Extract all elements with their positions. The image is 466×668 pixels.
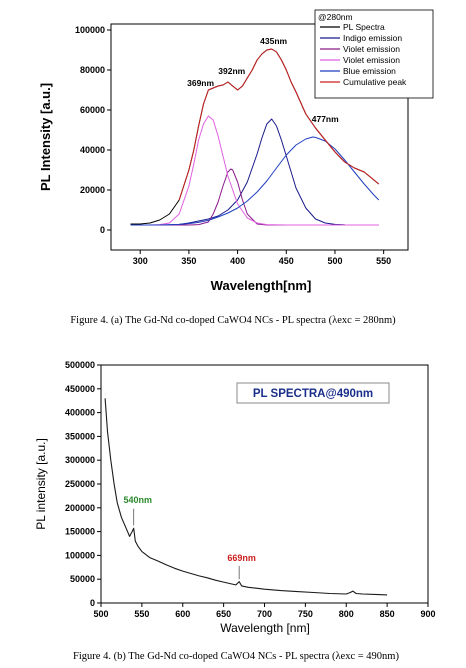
x-tick-label: 850 (380, 609, 395, 619)
chart-a-legend-title: @280nm (318, 12, 353, 22)
x-tick-label: 750 (298, 609, 313, 619)
y-tick-label: 40000 (80, 145, 105, 155)
y-tick-label: 500000 (65, 360, 95, 370)
chart-b-title-box: PL SPECTRA@490nm (236, 382, 390, 404)
series-line (178, 48, 380, 201)
y-tick-label: 50000 (70, 574, 95, 584)
peak-label: 669nm (227, 553, 256, 563)
x-tick-label: 800 (339, 609, 354, 619)
y-tick-label: 400000 (65, 408, 95, 418)
x-tick-label: 500 (327, 256, 342, 266)
peak-label: 435nm (260, 36, 287, 46)
caption-a: Figure 4. (a) The Gd-Nd co-doped CaWO4 N… (70, 315, 396, 326)
x-tick-label: 650 (216, 609, 231, 619)
chart-b-box-label: PL SPECTRA@490nm (253, 388, 373, 400)
chart-a-x-axis: 300 350 400 450 500 550 (133, 250, 391, 266)
chart-b: 0 50000 100000 150000 200000 250000 300000 3500… (34, 360, 436, 635)
legend-entry: Cumulative peak (343, 77, 407, 87)
y-tick-label: 450000 (65, 384, 95, 394)
y-tick-label: 60000 (80, 105, 105, 115)
y-tick-label: 0 (90, 598, 95, 608)
y-tick-label: 100000 (65, 550, 95, 560)
x-tick-label: 500 (93, 609, 108, 619)
x-tick-label: 900 (420, 609, 435, 619)
chart-a-y-label: PL Intensity [a.u.] (38, 83, 53, 191)
legend-entry: Blue emission (343, 66, 396, 76)
chart-a: 0 20000 40000 60000 80000 100000 300 350 400 450… (38, 9, 434, 293)
y-tick-label: 300000 (65, 455, 95, 465)
caption-b: Figure 4. (b) The Gd-Nd co-doped CaWO4 N… (73, 651, 399, 662)
x-tick-label: 450 (279, 256, 294, 266)
legend-entry: Violet emission (343, 55, 400, 65)
y-tick-label: 350000 (65, 431, 95, 441)
chart-a-legend-box (314, 9, 434, 99)
legend-entry: Violet emission (343, 44, 400, 54)
legend-entry: Indigo emission (343, 33, 402, 43)
peak-label: 369nm (187, 78, 214, 88)
x-tick-label: 400 (230, 256, 245, 266)
series-line (130, 168, 379, 226)
chart-a-y-axis: 0 20000 40000 60000 80000 100000 (75, 25, 111, 235)
y-tick-label: 200000 (65, 503, 95, 513)
chart-b-y-axis: 0 50000 100000 150000 200000 250000 300000 3500… (65, 360, 101, 608)
peak-label: 392nm (218, 66, 245, 76)
series-line (130, 115, 379, 226)
x-tick-label: 550 (134, 609, 149, 619)
series-line (130, 136, 380, 226)
chart-b-x-label: Wavelength [nm] (220, 621, 310, 635)
peak-label: 477nm (312, 114, 339, 124)
chart-b-y-label: PL intensity [a.u.] (34, 438, 48, 530)
y-tick-label: 80000 (80, 65, 105, 75)
y-tick-label: 0 (100, 225, 105, 235)
chart-a-lines (130, 48, 380, 226)
series-line (130, 118, 345, 226)
x-tick-label: 600 (175, 609, 190, 619)
peak-label: 540nm (124, 495, 153, 505)
chart-b-title-box-frame (236, 382, 390, 404)
x-tick-label: 350 (181, 256, 196, 266)
x-tick-label: 700 (257, 609, 272, 619)
y-tick-label: 20000 (80, 185, 105, 195)
x-tick-label: 300 (133, 256, 148, 266)
y-tick-label: 100000 (75, 25, 105, 35)
chart-a-annotations: 369nm 392nm 435nm 477nm (187, 36, 339, 124)
chart-a-plot-frame (110, 23, 409, 251)
legend-entry: PL Spectra (343, 22, 385, 32)
y-tick-label: 250000 (65, 479, 95, 489)
chart-b-annotations: 540nm 669nm (124, 495, 256, 580)
x-tick-label: 550 (376, 256, 391, 266)
y-tick-label: 150000 (65, 527, 95, 537)
chart-b-lines (104, 398, 388, 596)
chart-b-x-axis: 500 550 600 650 700 750 800 850 900 (93, 603, 436, 619)
series-line (104, 398, 388, 596)
chart-a-x-label: Wavelength[nm] (211, 278, 312, 293)
